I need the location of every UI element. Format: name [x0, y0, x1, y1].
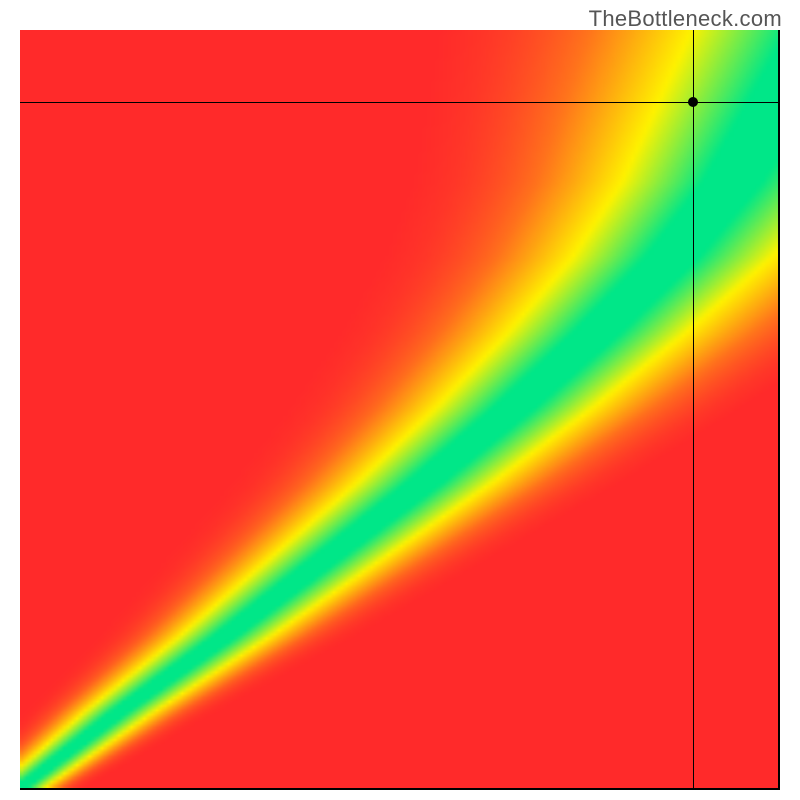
crosshair-vertical — [693, 30, 694, 788]
plot-area — [20, 30, 780, 790]
chart-container: TheBottleneck.com — [0, 0, 800, 800]
crosshair-horizontal — [20, 102, 778, 103]
watermark-text: TheBottleneck.com — [589, 6, 782, 32]
crosshair-dot — [688, 97, 698, 107]
bottleneck-heatmap — [20, 30, 778, 788]
